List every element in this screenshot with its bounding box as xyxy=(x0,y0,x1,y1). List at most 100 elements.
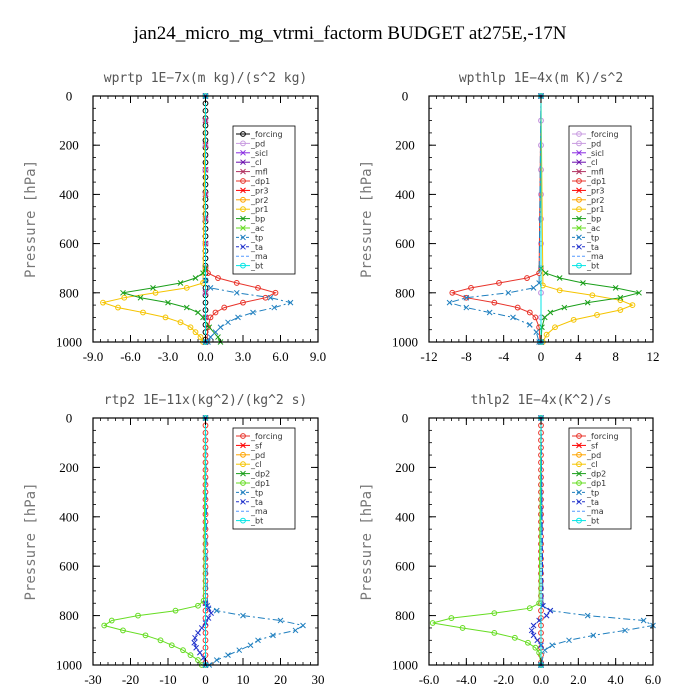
series-point xyxy=(530,622,537,629)
series-point xyxy=(200,270,206,276)
series-point xyxy=(101,622,108,629)
chart-panel-2: wpthlp 1E−4x(m K)/s^2 Pressure [hPa] -12 -8… xyxy=(359,71,660,364)
legend-label: _cl xyxy=(250,158,262,167)
legend-label: _tp xyxy=(586,488,599,497)
y-tick-label: 600 xyxy=(59,559,79,574)
legend-label: _ta xyxy=(250,243,263,252)
y-tick-label: 1000 xyxy=(392,335,418,350)
legend-label: _dp1 xyxy=(250,177,270,186)
series-point xyxy=(532,314,539,321)
series-point xyxy=(191,639,198,646)
x-tick-label: 0 xyxy=(202,672,209,687)
series-point xyxy=(636,289,642,296)
series-point xyxy=(552,324,558,331)
series-point xyxy=(496,280,502,286)
legend-label: _sf xyxy=(250,441,262,450)
series-point xyxy=(195,309,201,316)
series-point xyxy=(120,289,126,296)
series-point xyxy=(215,275,221,281)
series-point xyxy=(463,304,470,311)
series-point xyxy=(200,597,207,604)
series-point xyxy=(137,294,144,301)
y-tick-label: 200 xyxy=(395,138,415,153)
series-point xyxy=(566,637,572,644)
series-point xyxy=(212,309,219,316)
series-line-tp xyxy=(205,417,305,666)
series-point xyxy=(208,610,214,616)
series-point xyxy=(556,275,563,281)
y-axis-label: Pressure [hPa] xyxy=(23,160,39,278)
legend-label: _pr2 xyxy=(586,196,604,205)
legend-marker xyxy=(240,149,246,156)
legend-marker xyxy=(240,442,246,449)
legend-label: _ta xyxy=(586,498,599,507)
legend-label: _dp2 xyxy=(586,470,606,479)
series-point xyxy=(217,324,224,331)
x-tick-label: 10 xyxy=(237,672,250,687)
series-point xyxy=(429,620,436,626)
legend-label: _bt xyxy=(586,262,599,271)
legend-marker xyxy=(576,442,582,449)
legend: _forcing_sf_pd_cl_dp2_dp1_tp_ta_ma_bt xyxy=(568,427,632,530)
series-point xyxy=(240,612,246,619)
series-point xyxy=(526,309,533,316)
series-point xyxy=(272,289,279,296)
legend-marker xyxy=(576,480,582,486)
series-point xyxy=(172,607,179,614)
legend-marker xyxy=(240,234,246,241)
y-tick-label: 1000 xyxy=(56,335,82,350)
legend-marker xyxy=(576,517,582,524)
legend-label: _pd xyxy=(586,139,601,148)
panel-title: rtp2 1E−11x(kg^2)/(kg^2 s) xyxy=(104,393,308,408)
y-axis-label: Pressure [hPa] xyxy=(359,160,375,278)
legend-marker xyxy=(576,461,582,468)
legend-label: _pd xyxy=(250,451,265,460)
series-point xyxy=(491,629,498,636)
y-tick-label: 600 xyxy=(395,236,415,251)
y-tick-label: 0 xyxy=(402,411,409,426)
y-tick-label: 200 xyxy=(395,460,415,475)
series-point xyxy=(594,312,600,318)
series-point xyxy=(197,334,204,340)
x-tick-label: 0.0 xyxy=(197,349,213,364)
legend-marker xyxy=(576,433,582,439)
y-tick-label: 0 xyxy=(66,411,73,426)
series-point xyxy=(446,299,453,306)
legend-label: _ma xyxy=(586,507,604,516)
legend-label: _ma xyxy=(250,252,268,261)
legend-marker xyxy=(240,206,246,213)
x-tick-label: -6.0 xyxy=(120,349,141,364)
legend-marker xyxy=(576,140,582,147)
legend-marker xyxy=(576,470,582,477)
legend-label: _dp1 xyxy=(586,479,606,488)
series-group xyxy=(100,93,294,345)
x-tick-label: -20 xyxy=(122,672,139,687)
series-point xyxy=(505,289,512,296)
series-point xyxy=(528,627,535,634)
legend-marker xyxy=(240,451,246,458)
series-point xyxy=(198,625,205,631)
series-group xyxy=(446,93,642,345)
series-point xyxy=(524,275,530,281)
series-point xyxy=(192,634,198,641)
legend-label: _ma xyxy=(586,252,604,261)
series-line-dp1 xyxy=(103,417,206,666)
x-tick-label: 12 xyxy=(647,349,660,364)
legend-marker xyxy=(576,159,582,166)
legend-label: _ma xyxy=(250,507,268,516)
x-tick-label: 2.0 xyxy=(570,672,586,687)
series-point xyxy=(449,289,456,296)
legend-marker xyxy=(240,140,246,147)
legend-label: _forcing xyxy=(586,432,619,441)
series-point xyxy=(491,610,498,617)
series-point xyxy=(536,600,543,607)
series-point xyxy=(193,644,199,651)
legend-marker xyxy=(576,215,582,222)
x-tick-label: -4 xyxy=(498,349,509,364)
legend-marker xyxy=(576,498,582,505)
legend-marker xyxy=(240,187,246,194)
series-point xyxy=(108,617,115,624)
series-point xyxy=(183,284,190,291)
x-tick-label: -6.0 xyxy=(419,672,440,687)
series-point xyxy=(207,314,214,321)
